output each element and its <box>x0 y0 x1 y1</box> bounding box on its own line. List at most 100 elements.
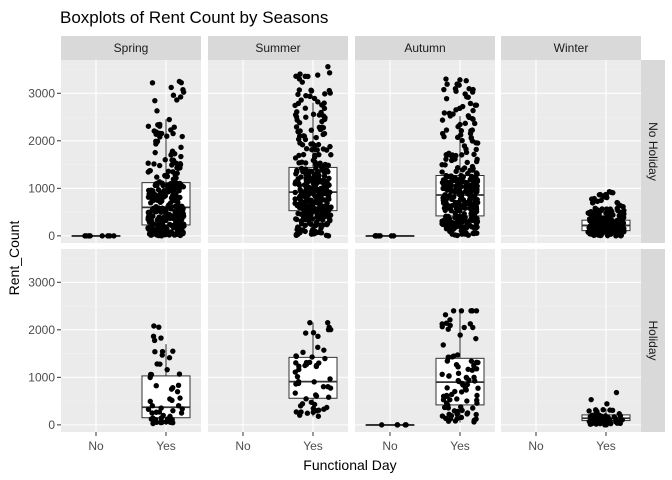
y-tick-label: 3000 <box>28 275 55 289</box>
data-point <box>173 185 180 191</box>
data-point <box>155 227 161 234</box>
strip-label-winter: Winter <box>554 41 589 55</box>
data-point <box>83 233 90 239</box>
data-point <box>159 205 166 211</box>
data-point <box>178 216 185 223</box>
x-tick-label: No <box>235 439 251 453</box>
data-point <box>456 191 463 198</box>
data-point <box>459 152 465 158</box>
data-point <box>457 132 464 138</box>
data-point <box>463 374 470 381</box>
data-point <box>467 321 473 327</box>
data-point <box>459 380 465 387</box>
data-point <box>327 143 333 150</box>
data-point <box>443 95 450 102</box>
data-point <box>313 393 320 399</box>
data-point <box>471 184 477 190</box>
data-point <box>465 366 471 372</box>
data-point <box>621 207 627 214</box>
data-point <box>168 84 174 91</box>
data-point <box>458 308 465 314</box>
data-point <box>327 385 334 391</box>
strip-label-spring: Spring <box>114 41 149 55</box>
data-point <box>451 408 458 414</box>
data-point <box>328 152 334 158</box>
data-point <box>177 395 183 401</box>
data-point <box>316 151 322 158</box>
data-point <box>475 385 481 391</box>
data-point <box>166 116 172 123</box>
data-point <box>439 169 445 175</box>
data-point <box>448 413 455 419</box>
data-point <box>174 202 180 209</box>
data-point <box>311 199 318 205</box>
data-point <box>177 194 183 201</box>
data-point <box>310 157 317 164</box>
data-point <box>471 417 477 423</box>
data-point <box>471 362 477 369</box>
data-point <box>147 210 153 216</box>
data-point <box>472 175 478 181</box>
data-point <box>604 401 610 407</box>
data-point <box>378 422 385 428</box>
box-no-holiday-spring-no <box>71 233 121 239</box>
data-point <box>292 112 299 118</box>
data-point <box>171 124 177 130</box>
data-point <box>150 415 156 421</box>
data-point <box>620 220 627 226</box>
data-point <box>312 152 318 158</box>
box-no-holiday-summer-yes <box>288 63 338 239</box>
data-point <box>162 232 168 238</box>
data-point <box>151 161 157 167</box>
data-point <box>169 148 176 154</box>
strip-summer <box>208 36 348 60</box>
data-point <box>159 218 165 225</box>
data-point <box>161 187 167 194</box>
data-point <box>167 215 173 221</box>
data-point <box>151 128 157 134</box>
data-point <box>296 203 302 209</box>
data-point <box>150 333 157 340</box>
data-point <box>590 199 596 206</box>
data-point <box>179 406 185 412</box>
data-point <box>302 160 309 166</box>
data-point <box>302 105 309 111</box>
data-point <box>454 165 461 171</box>
data-point <box>156 123 163 129</box>
data-point <box>153 383 159 389</box>
data-point <box>388 233 395 239</box>
data-point <box>301 205 307 212</box>
data-point <box>327 376 333 382</box>
data-point <box>461 218 467 224</box>
data-point <box>446 179 453 186</box>
data-point <box>297 128 303 134</box>
data-point <box>293 360 299 366</box>
data-point <box>298 211 304 217</box>
data-point <box>313 162 319 168</box>
data-point <box>293 381 299 387</box>
data-point <box>154 108 160 114</box>
data-point <box>469 367 475 373</box>
data-point <box>461 211 467 217</box>
strip-label-summer: Summer <box>255 41 300 55</box>
x-axis-title: Functional Day <box>303 457 396 473</box>
data-point <box>473 411 479 418</box>
data-point <box>594 198 601 204</box>
strip-winter <box>501 36 641 60</box>
data-point <box>148 200 154 206</box>
data-point <box>298 409 304 415</box>
data-point <box>471 151 477 158</box>
strip-label-no-holiday: No Holiday <box>646 122 660 181</box>
data-point <box>449 231 455 237</box>
data-point <box>324 167 330 173</box>
data-point <box>309 354 315 360</box>
data-point <box>458 389 465 395</box>
data-point <box>150 420 156 427</box>
data-point <box>304 193 310 200</box>
data-point <box>595 208 601 215</box>
data-point <box>459 167 466 173</box>
data-point <box>171 222 177 228</box>
data-point <box>305 173 311 180</box>
data-point <box>162 209 168 216</box>
data-point <box>441 86 447 93</box>
